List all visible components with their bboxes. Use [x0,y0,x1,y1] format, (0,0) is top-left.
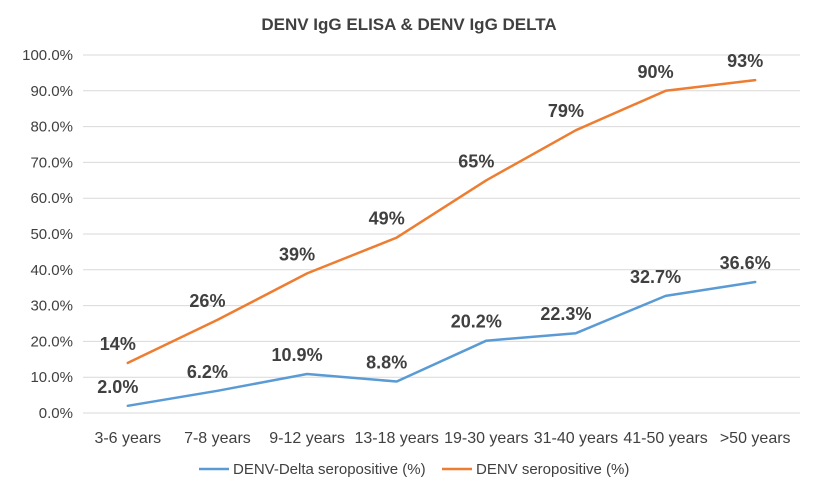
denv-data-label: 65% [458,151,494,171]
x-tick-label: 7-8 years [184,430,251,447]
y-tick-label: 0.0% [39,405,73,422]
legend-label: DENV-Delta seropositive (%) [233,461,426,478]
x-tick-label: 31-40 years [534,430,619,447]
y-axis: 0.0% 10.0% 20.0% 30.0% 40.0% 50.0% 60.0% 70.0% 8… [22,47,73,422]
x-tick-label: 19-30 years [444,430,529,447]
delta-data-label: 36.6% [720,253,771,273]
y-tick-label: 40.0% [30,262,73,279]
series-lines [126,78,757,408]
denv-data-label: 79% [548,101,584,121]
denv-data-label: 90% [638,62,674,82]
y-tick-label: 50.0% [30,226,73,243]
y-tick-label: 90.0% [30,83,73,100]
y-tick-label: 70.0% [30,154,73,171]
denv-data-label: 49% [369,209,405,229]
delta-data-label: 20.2% [451,312,502,332]
denv-data-label: 26% [189,291,225,311]
x-tick-label: 13-18 years [354,430,439,447]
delta-data-label: 2.0% [97,377,138,397]
y-tick-label: 20.0% [30,333,73,350]
data-labels: 2.0% 6.2% 10.9% 8.8% 20.2% 22.3% 32.7% 36.6% 14%… [97,51,770,397]
x-tick-label: >50 years [720,430,791,447]
y-tick-label: 10.0% [30,369,73,386]
denv-series-line [126,78,757,365]
delta-data-label: 10.9% [272,345,323,365]
delta-series-line [126,280,757,408]
gridlines [83,54,800,414]
x-tick-label: 9-12 years [269,430,345,447]
delta-data-label: 22.3% [540,304,591,324]
denv-data-label: 39% [279,244,315,264]
legend-label: DENV seropositive (%) [476,461,629,478]
delta-data-label: 6.2% [187,362,228,382]
denv-data-label: 93% [727,51,763,71]
x-tick-label: 41-50 years [623,430,708,447]
x-tick-label: 3-6 years [94,430,161,447]
x-axis: 3-6 years 7-8 years 9-12 years 13-18 years 1… [94,430,790,447]
denv-data-label: 14% [100,334,136,354]
y-tick-label: 80.0% [30,119,73,136]
chart-title: DENV IgG ELISA & DENV IgG DELTA [261,15,556,34]
y-tick-label: 30.0% [30,298,73,315]
y-tick-label: 60.0% [30,190,73,207]
y-tick-label: 100.0% [22,47,73,64]
legend: DENV-Delta seropositive (%) DENV seroposi… [199,461,629,478]
delta-data-label: 8.8% [366,352,407,372]
delta-data-label: 32.7% [630,267,681,287]
